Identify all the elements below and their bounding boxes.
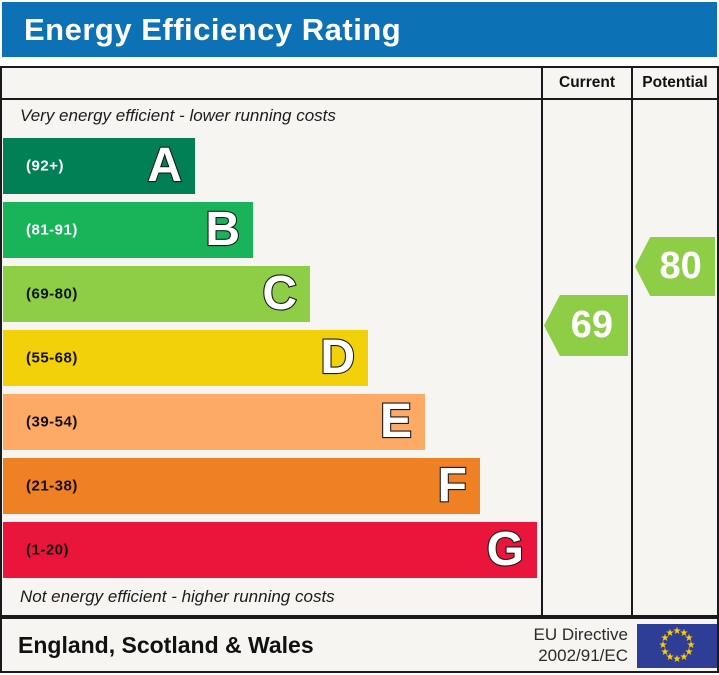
eu-star-icon <box>665 629 675 639</box>
band-b-letter: B <box>204 203 241 256</box>
bottom-note: Not energy efficient - higher running co… <box>20 587 335 606</box>
band-f-range-label: (21-38) <box>26 477 78 495</box>
footer <box>0 617 719 673</box>
top-note: Very energy efficient - lower running co… <box>20 106 336 125</box>
potential-column-divider <box>631 66 633 617</box>
title-bar: Energy Efficiency Rating <box>2 2 717 57</box>
current-rating-arrow: 69 <box>544 295 628 356</box>
band-g-range-label: (1-20) <box>26 541 70 559</box>
potential-column-header: Potential <box>642 74 708 91</box>
band-f-letter: F <box>437 459 469 512</box>
band-row-a: (92+) A <box>3 138 195 194</box>
eu-directive-line1: EU Directive <box>533 625 628 644</box>
band-g-letter: G <box>486 523 526 576</box>
eu-flag-icon <box>637 624 717 668</box>
band-a-range-label: (92+) <box>26 157 64 175</box>
current-column-divider <box>541 66 543 617</box>
band-row-d: (55-68) D <box>3 330 368 386</box>
potential-rating-arrow: 80 <box>635 237 715 296</box>
eu-directive-label: EU Directive 2002/91/EC <box>534 624 628 666</box>
band-b-range-label: (81-91) <box>26 221 78 239</box>
band-row-b: (81-91) B <box>3 202 253 258</box>
band-row-g: (1-20) G <box>3 522 537 578</box>
current-column-header: Current <box>559 74 615 91</box>
band-d-letter: D <box>319 331 356 384</box>
header-divider <box>0 98 719 100</box>
band-a-letter: A <box>146 139 183 192</box>
band-c-letter: C <box>261 267 298 320</box>
potential-rating-value: 80 <box>659 245 702 287</box>
band-row-e: (39-54) E <box>3 394 425 450</box>
page-title: Energy Efficiency Rating <box>24 12 402 47</box>
band-e-range-label: (39-54) <box>26 413 78 431</box>
footer-region-label: England, Scotland & Wales <box>18 632 314 658</box>
band-row-c: (69-80) C <box>3 266 310 322</box>
band-row-f: (21-38) F <box>3 458 480 514</box>
current-rating-value: 69 <box>570 304 614 346</box>
eu-directive-line2: 2002/91/EC <box>538 646 628 665</box>
band-e-letter: E <box>379 395 413 448</box>
band-c-range-label: (69-80) <box>26 285 78 303</box>
band-d-range-label: (55-68) <box>26 349 78 367</box>
